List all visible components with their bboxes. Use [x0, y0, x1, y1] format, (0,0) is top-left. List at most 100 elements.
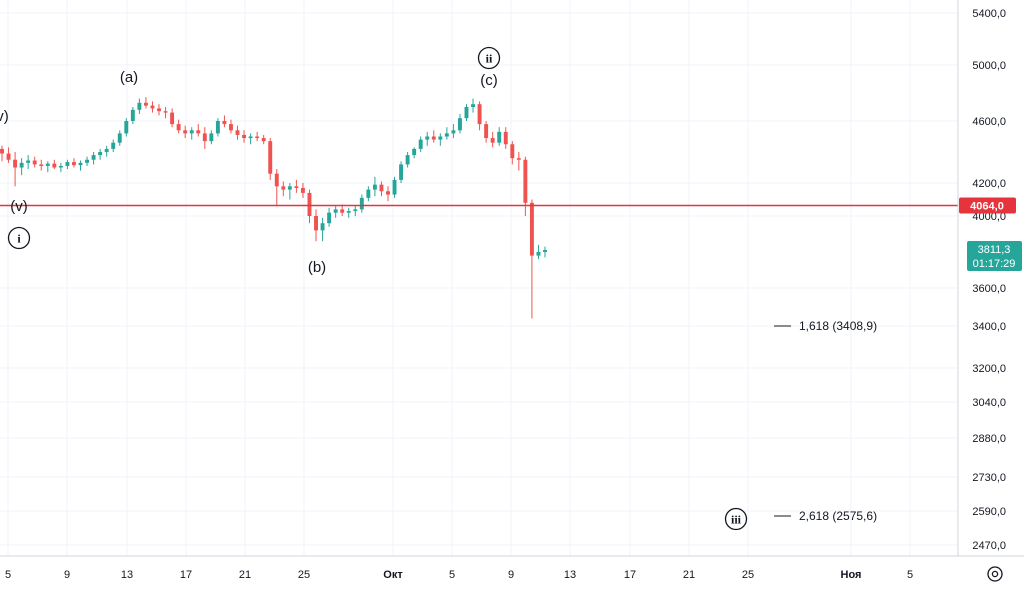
candle-body — [543, 249, 547, 252]
candle-body — [261, 138, 266, 142]
candle-body — [65, 162, 70, 166]
x-tick-label: Окт — [383, 569, 403, 581]
candle — [130, 107, 135, 125]
candle — [85, 156, 90, 166]
candle — [294, 179, 299, 193]
wave-label: ii — [486, 52, 493, 66]
candle — [543, 246, 547, 258]
candle — [215, 118, 220, 137]
time-axis[interactable]: 5 9 13 17 21 25 Окт 5 9 13 17 21 25 Ноя 5 — [0, 555, 1024, 581]
x-tick-label: 9 — [508, 569, 514, 581]
candle — [497, 127, 502, 146]
candle-body — [294, 186, 299, 188]
candle-body — [287, 186, 292, 190]
candle — [379, 181, 384, 197]
candle-body — [157, 108, 161, 112]
candle — [490, 131, 495, 148]
candle-body — [98, 152, 103, 156]
x-tick-label: 25 — [298, 569, 310, 581]
candle — [91, 152, 96, 165]
x-tick-label: 5 — [5, 569, 11, 581]
candle — [26, 155, 31, 170]
candle — [58, 162, 63, 173]
wave-label-circle — [724, 507, 748, 531]
candle — [13, 152, 18, 187]
candle — [484, 121, 489, 143]
candle — [372, 176, 377, 197]
candle-body — [58, 165, 63, 168]
candle — [307, 189, 312, 224]
price-axis[interactable]: 5400,0 5000,0 4600,0 4200,0 4000,0 3600,0 3400… — [957, 0, 1022, 556]
candle — [399, 161, 404, 183]
candle — [52, 159, 57, 170]
candle — [457, 114, 462, 134]
candle — [464, 104, 469, 121]
current-price-label: 3811,3 — [978, 244, 1011, 256]
candle — [471, 98, 475, 113]
candle-body — [366, 189, 371, 198]
candle-body — [425, 136, 430, 140]
candle — [346, 207, 351, 218]
price-line-badge — [959, 197, 1016, 214]
candle — [163, 107, 168, 119]
candle-body — [405, 155, 410, 165]
fib-level-label: 1,618 (3408,9) — [799, 319, 877, 333]
candle-body — [451, 130, 456, 134]
candle-body — [72, 162, 76, 166]
candle-body — [255, 136, 260, 139]
x-tick-label: 17 — [180, 569, 192, 581]
candle-body — [229, 124, 233, 131]
y-tick-label: 3040,0 — [972, 397, 1006, 409]
candle-body — [202, 133, 207, 142]
candle-body — [516, 158, 521, 160]
candle-body — [340, 209, 345, 213]
candle-body — [183, 130, 188, 134]
fib-level-label: 2,618 (2575,6) — [799, 509, 877, 523]
candle — [386, 186, 390, 202]
x-tick-label: 13 — [121, 569, 133, 581]
candle-body — [386, 191, 390, 195]
candle-body — [52, 163, 57, 168]
candle — [98, 148, 103, 160]
y-tick-label: 2730,0 — [972, 472, 1006, 484]
candle — [418, 136, 423, 152]
candle — [412, 147, 417, 159]
candle-body — [464, 107, 469, 119]
candle — [405, 152, 410, 168]
candle-body — [392, 179, 397, 195]
candle-body — [235, 130, 240, 135]
candle-body — [143, 102, 148, 106]
x-tick-label: 21 — [239, 569, 251, 581]
settings-gear-icon[interactable] — [984, 563, 1006, 585]
candle — [170, 108, 175, 128]
x-tick-label: 21 — [683, 569, 695, 581]
candle-body — [242, 134, 247, 139]
candle-body — [346, 211, 351, 213]
y-tick-label: 4000,0 — [972, 211, 1006, 223]
candle-body — [431, 136, 436, 140]
candle — [196, 124, 201, 137]
candle — [274, 169, 279, 207]
wave-label: (b) — [308, 259, 326, 276]
candle-body — [91, 155, 96, 160]
candle-body — [281, 186, 286, 190]
candle — [268, 138, 273, 180]
candle — [229, 119, 233, 134]
candle-body — [215, 121, 220, 134]
candle-body — [477, 104, 482, 125]
candle — [425, 131, 430, 146]
candle-body — [523, 159, 528, 203]
wave-label-circle — [477, 46, 501, 70]
candle-body — [418, 139, 423, 149]
candle — [157, 104, 161, 116]
candle-body — [222, 121, 227, 125]
candle-body — [85, 159, 90, 163]
candle — [327, 207, 332, 227]
candle-body — [26, 160, 31, 163]
x-tick-label: Ноя — [841, 569, 862, 581]
candle — [248, 133, 253, 145]
candle — [444, 127, 449, 140]
candle — [45, 161, 50, 173]
